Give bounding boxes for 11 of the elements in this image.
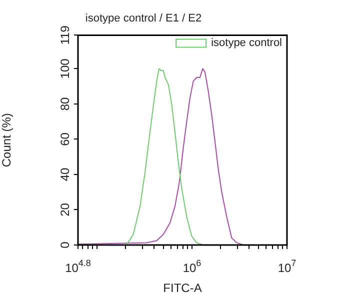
y-tick-label: 60: [58, 132, 72, 146]
chart-title: isotype control / E1 / E2: [85, 12, 202, 25]
y-tick-label: 0: [58, 241, 72, 248]
y-tick-label: 100: [58, 58, 72, 79]
y-tick-label: 80: [58, 96, 72, 111]
x-axis-title: FITC-A: [163, 281, 202, 296]
legend-label: isotype control: [211, 37, 282, 50]
y-tick-label: 20: [58, 202, 72, 216]
y-tick-label: 119: [58, 25, 72, 45]
y-tick-label: 40: [58, 167, 72, 182]
y-axis-title: Count (%): [0, 113, 14, 168]
